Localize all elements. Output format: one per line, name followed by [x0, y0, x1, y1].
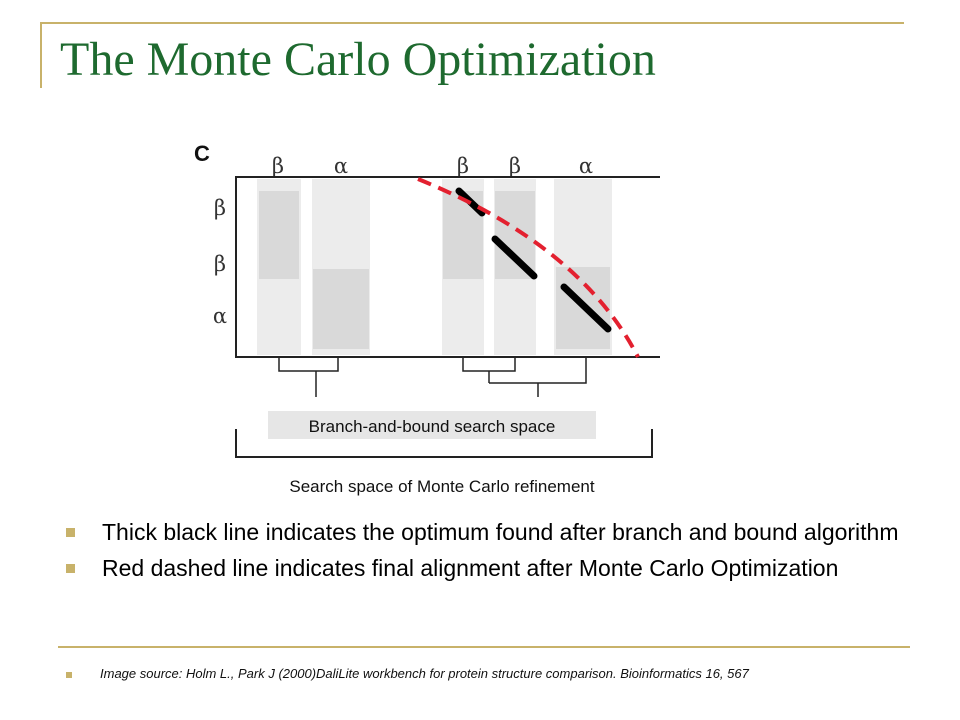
match-block — [495, 191, 535, 279]
inner-bracket-label-bg — [268, 411, 596, 439]
bullet-item: Thick black line indicates the optimum f… — [62, 520, 922, 544]
match-block — [313, 269, 369, 349]
alignment-diagram: C β α β β α β β α Branch-and-bound searc… — [194, 141, 660, 496]
row-label: α — [213, 304, 227, 328]
square-bullet-icon — [66, 528, 75, 537]
row-label: β — [214, 252, 226, 276]
footer-separator-rule — [58, 646, 910, 648]
match-block — [259, 191, 299, 279]
inner-bracket-label: Branch-and-bound search space — [309, 417, 556, 436]
panel-label: C — [194, 141, 210, 166]
outer-bracket-label: Search space of Monte Carlo refinement — [289, 477, 594, 496]
bullet-item: Red dashed line indicates final alignmen… — [62, 556, 922, 580]
column-label: β — [457, 154, 469, 178]
column-label: β — [509, 154, 521, 178]
frame-top-rule — [40, 22, 904, 24]
row-label: β — [214, 196, 226, 220]
column-label: α — [579, 154, 593, 178]
segment-connectors — [278, 357, 587, 397]
square-bullet-icon — [66, 672, 72, 678]
column-label: β — [272, 154, 284, 178]
column-label: α — [334, 154, 348, 178]
frame-left-rule — [40, 22, 42, 88]
source-text: Image source: Holm L., Park J (2000)Dali… — [100, 666, 749, 681]
final-alignment-line — [417, 177, 640, 358]
outer-bracket — [235, 429, 653, 458]
slide-title: The Monte Carlo Optimization — [60, 33, 656, 86]
bullet-list: Thick black line indicates the optimum f… — [62, 520, 922, 592]
bullet-text: Red dashed line indicates final alignmen… — [102, 555, 839, 581]
alignment-matrix-frame — [235, 176, 660, 358]
bullet-text: Thick black line indicates the optimum f… — [102, 519, 899, 545]
square-bullet-icon — [66, 564, 75, 573]
